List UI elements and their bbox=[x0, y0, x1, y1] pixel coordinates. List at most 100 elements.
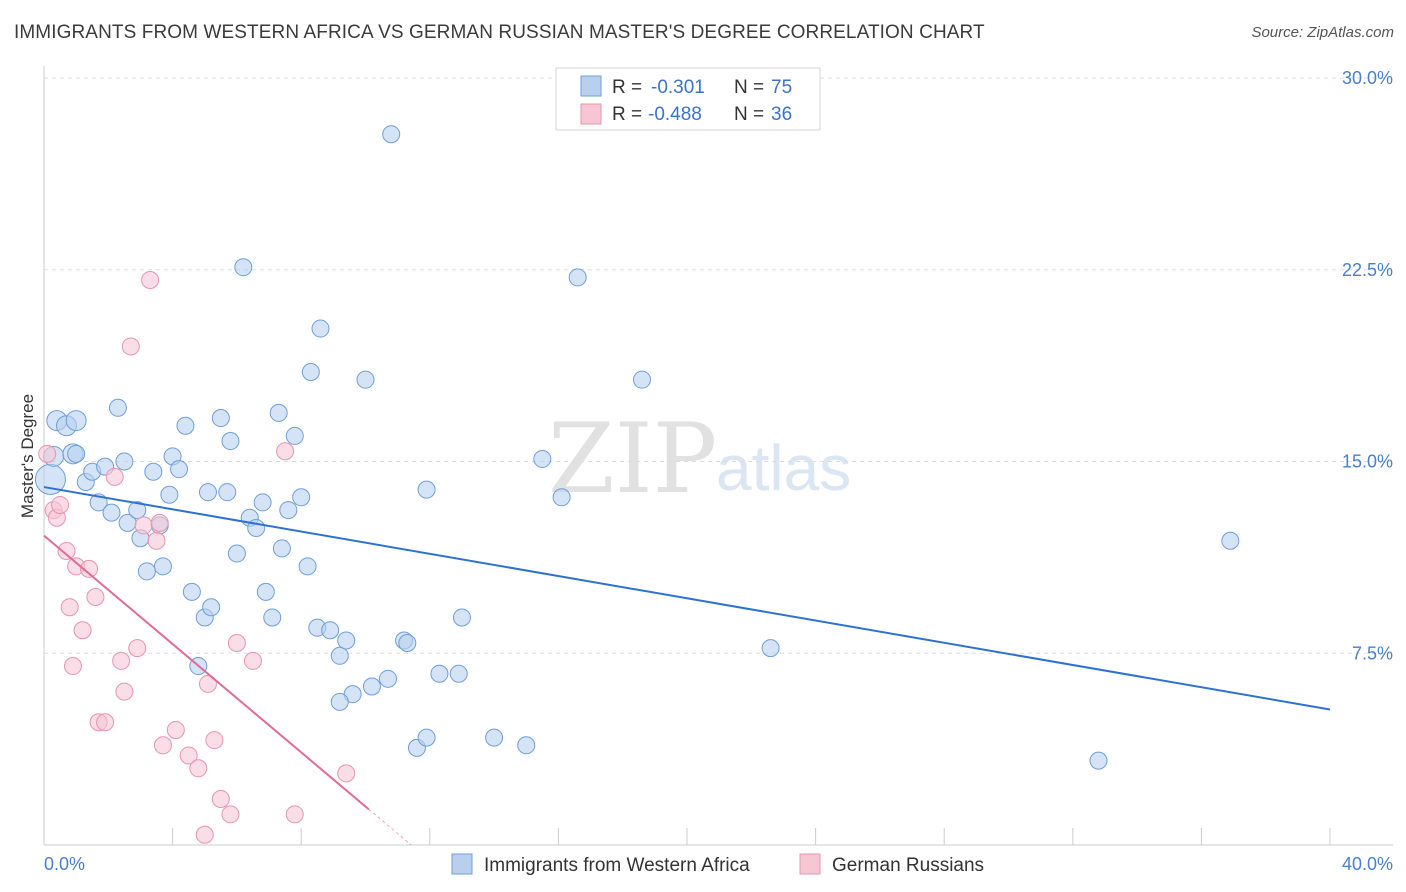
point-western-africa-57 bbox=[379, 669, 398, 688]
point-german-russians-14 bbox=[112, 651, 131, 670]
point-western-africa-39 bbox=[263, 608, 282, 627]
point-western-africa-67 bbox=[517, 736, 536, 755]
watermark: ZIP atlas bbox=[548, 403, 851, 515]
trend-line-german-russians-extension bbox=[368, 808, 412, 846]
point-western-africa-29 bbox=[202, 598, 221, 617]
point-german-russians-3 bbox=[51, 495, 70, 514]
legend-r-label-2: R = bbox=[612, 104, 642, 125]
point-german-russians-24 bbox=[179, 746, 198, 765]
point-western-africa-32 bbox=[221, 432, 240, 451]
point-german-russians-28 bbox=[205, 731, 224, 750]
trend-lines bbox=[43, 486, 1331, 846]
point-german-russians-6 bbox=[63, 657, 82, 676]
legend-n-label-2: N = bbox=[734, 104, 764, 125]
point-german-russians-33 bbox=[276, 442, 295, 461]
y-axis-label: Master's Degree bbox=[18, 394, 37, 518]
point-german-russians-31 bbox=[227, 634, 246, 653]
point-western-africa-49 bbox=[321, 621, 340, 640]
trend-line-western-africa bbox=[43, 486, 1331, 711]
chart-title: IMMIGRANTS FROM WESTERN AFRICA VS GERMAN… bbox=[14, 22, 985, 43]
watermark-zip: ZIP bbox=[548, 403, 717, 515]
point-western-africa-54 bbox=[356, 370, 375, 389]
point-western-africa-62 bbox=[417, 728, 436, 747]
point-western-africa-18 bbox=[144, 462, 163, 481]
point-western-africa-65 bbox=[452, 608, 471, 627]
point-western-africa-43 bbox=[285, 426, 304, 445]
point-german-russians-25 bbox=[189, 759, 208, 778]
point-german-russians-0 bbox=[38, 444, 57, 463]
point-german-russians-20 bbox=[147, 531, 166, 550]
point-western-africa-11 bbox=[102, 503, 121, 522]
point-western-africa-66 bbox=[485, 728, 504, 747]
point-western-africa-12 bbox=[108, 398, 127, 417]
point-western-africa-25 bbox=[182, 582, 201, 601]
series-legend: Immigrants from Western Africa German Ru… bbox=[451, 853, 984, 876]
correlation-legend: R = -0.301 N = 75 R = -0.488 N = 36 bbox=[555, 67, 821, 131]
point-german-russians-27 bbox=[198, 674, 217, 693]
axes bbox=[43, 66, 1393, 846]
y-tick-label-0: 7.5% bbox=[1352, 643, 1393, 663]
point-western-africa-70 bbox=[568, 268, 587, 287]
y-tick-label-2: 22.5% bbox=[1342, 260, 1393, 280]
point-western-africa-73 bbox=[1089, 751, 1108, 770]
legend-n-value-1: 75 bbox=[771, 77, 792, 98]
point-western-africa-5 bbox=[65, 410, 87, 432]
point-german-russians-17 bbox=[128, 639, 147, 658]
series-western-africa bbox=[34, 125, 1240, 770]
gridlines bbox=[44, 77, 1393, 654]
point-western-africa-44 bbox=[292, 488, 311, 507]
watermark-atlas: atlas bbox=[716, 432, 851, 504]
point-western-africa-20 bbox=[153, 557, 172, 576]
point-western-africa-63 bbox=[430, 664, 449, 683]
y-tick-label-3: 30.0% bbox=[1342, 68, 1393, 88]
point-western-africa-48 bbox=[311, 319, 330, 338]
legend-swatch-western-africa bbox=[451, 853, 473, 875]
point-german-russians-34 bbox=[285, 805, 304, 824]
point-western-africa-72 bbox=[761, 639, 780, 658]
point-german-russians-30 bbox=[221, 805, 240, 824]
point-western-africa-34 bbox=[234, 258, 253, 277]
point-western-africa-64 bbox=[449, 664, 468, 683]
legend-swatch-pink bbox=[580, 103, 602, 125]
source-credit: Source: ZipAtlas.com bbox=[1251, 24, 1394, 41]
point-western-africa-21 bbox=[160, 485, 179, 504]
point-western-africa-60 bbox=[417, 480, 436, 499]
point-german-russians-8 bbox=[73, 621, 92, 640]
point-western-africa-31 bbox=[218, 483, 237, 502]
point-german-russians-4 bbox=[57, 541, 76, 560]
point-western-africa-74 bbox=[1221, 531, 1240, 550]
point-western-africa-37 bbox=[253, 493, 272, 512]
point-western-africa-30 bbox=[211, 409, 230, 428]
point-western-africa-23 bbox=[170, 460, 189, 479]
point-german-russians-19 bbox=[141, 270, 160, 289]
point-german-russians-13 bbox=[105, 467, 124, 486]
point-german-russians-32 bbox=[243, 651, 262, 670]
x-tick-labels: 0.0% 40.0% bbox=[44, 854, 1393, 874]
x-tick-label-min: 0.0% bbox=[44, 854, 85, 874]
legend-r-value-1: -0.301 bbox=[651, 77, 705, 98]
point-german-russians-35 bbox=[337, 764, 356, 783]
point-western-africa-53 bbox=[330, 692, 349, 711]
point-german-russians-10 bbox=[86, 588, 105, 607]
point-western-africa-17 bbox=[137, 562, 156, 581]
point-german-russians-23 bbox=[166, 720, 185, 739]
point-western-africa-42 bbox=[279, 501, 298, 520]
point-german-russians-16 bbox=[121, 337, 140, 356]
series-german-russians bbox=[38, 270, 356, 844]
legend-swatch-blue bbox=[580, 75, 602, 97]
point-german-russians-21 bbox=[150, 513, 169, 532]
point-german-russians-15 bbox=[115, 682, 134, 701]
point-german-russians-26 bbox=[195, 825, 214, 844]
legend-swatch-german-russians bbox=[799, 853, 821, 875]
point-western-africa-56 bbox=[382, 125, 401, 144]
point-german-russians-12 bbox=[96, 713, 115, 732]
point-western-africa-41 bbox=[272, 539, 291, 558]
y-tick-label-1: 15.0% bbox=[1342, 452, 1393, 472]
point-western-africa-55 bbox=[362, 677, 381, 696]
point-western-africa-45 bbox=[298, 557, 317, 576]
legend-r-label-1: R = bbox=[612, 77, 642, 98]
point-western-africa-40 bbox=[269, 403, 288, 422]
point-western-africa-50 bbox=[330, 646, 349, 665]
point-western-africa-46 bbox=[301, 363, 320, 382]
